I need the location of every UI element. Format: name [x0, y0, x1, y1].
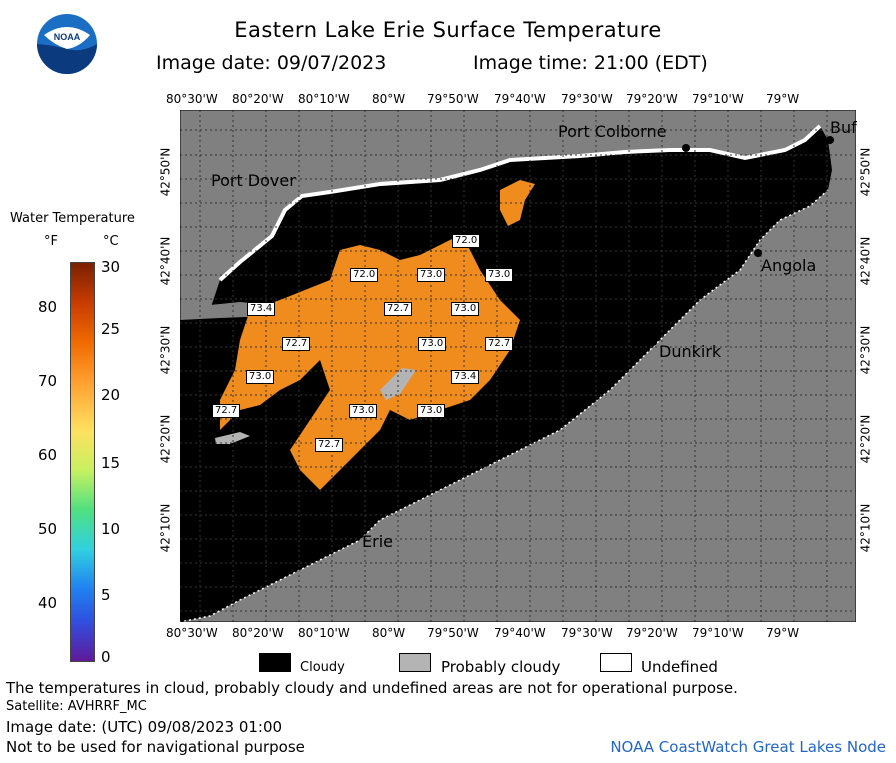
satellite-info: Satellite: AVHRRF_MC [6, 699, 147, 714]
c-tick: 25 [101, 320, 121, 338]
lat-tick-right: 42°20'N [858, 414, 873, 464]
temp-label: 73.4 [451, 370, 480, 384]
c-tick: 15 [101, 454, 121, 472]
lon-tick-bottom: 79°20'W [626, 626, 678, 640]
key-label-cloudy: Cloudy [300, 660, 345, 675]
place-buffalo: Buf [830, 118, 857, 137]
lat-tick-left: 42°50'N [158, 147, 173, 197]
lon-tick-top: 79°40'W [494, 92, 546, 106]
city-dot-angola [754, 249, 762, 257]
place-erie: Erie [362, 532, 393, 551]
legend-unit-c: °C [103, 234, 119, 249]
lon-tick-bottom: 79°10'W [692, 626, 744, 640]
temp-label: 72.7 [282, 337, 311, 351]
lon-tick-bottom: 79°30'W [561, 626, 613, 640]
image-date: Image date: 09/07/2023 [156, 52, 387, 74]
probably-cloudy-patch [380, 368, 416, 400]
f-tick: 60 [38, 446, 58, 464]
south-shore-dotted [180, 189, 829, 622]
temp-label: 72.7 [315, 438, 344, 452]
key-label-probably-cloudy: Probably cloudy [441, 658, 561, 676]
lon-tick-top: 79°W [766, 92, 800, 106]
temp-label: 72.7 [212, 404, 241, 418]
city-dot-erie [354, 526, 362, 534]
page-title: Eastern Lake Erie Surface Temperature [234, 18, 662, 42]
map-grid [180, 110, 856, 622]
lon-tick-top: 80°20'W [232, 92, 284, 106]
colorbar [70, 262, 95, 662]
lon-tick-bottom: 80°30'W [166, 626, 218, 640]
legend-title: Water Temperature [10, 211, 135, 226]
key-swatch-cloudy [259, 653, 291, 672]
city-dot-port-colborne [682, 144, 690, 152]
lon-tick-top: 80°W [372, 92, 406, 106]
key-swatch-probably-cloudy [399, 653, 431, 672]
lon-tick-bottom: 80°W [372, 626, 406, 640]
lon-tick-top: 79°20'W [626, 92, 678, 106]
place-angola: Angola [761, 256, 817, 275]
lon-tick-top: 80°10'W [298, 92, 350, 106]
lon-tick-bottom: 80°10'W [298, 626, 350, 640]
lat-tick-right: 42°50'N [858, 147, 873, 197]
key-swatch-undefined [600, 653, 632, 672]
lon-tick-bottom: 79°40'W [494, 626, 546, 640]
lat-tick-left: 42°10'N [158, 503, 173, 553]
lon-tick-top: 79°10'W [692, 92, 744, 106]
place-port-dover: Port Dover [211, 171, 296, 190]
lat-tick-right: 42°40'N [858, 236, 873, 286]
f-tick: 70 [38, 372, 58, 390]
f-tick: 50 [38, 520, 58, 538]
utc-date: Image date: (UTC) 09/08/2023 01:00 [6, 718, 283, 736]
c-tick: 10 [101, 520, 121, 538]
lon-tick-top: 80°30'W [166, 92, 218, 106]
temp-label: 73.0 [349, 404, 378, 418]
temp-label: 73.0 [451, 302, 480, 316]
nav-warning: Not to be used for navigational purpose [6, 738, 305, 756]
lon-tick-bottom: 79°W [766, 626, 800, 640]
image-time: Image time: 21:00 (EDT) [473, 52, 708, 74]
temp-label: 73.4 [247, 302, 276, 316]
c-tick: 20 [101, 386, 121, 404]
f-tick: 40 [38, 594, 58, 612]
city-dot-dunkirk [649, 338, 657, 346]
temp-label: 72.7 [384, 302, 413, 316]
temp-label: 73.0 [418, 337, 447, 351]
logo-text: NOAA [54, 32, 81, 42]
probably-cloudy-patch-west [215, 432, 250, 444]
lat-tick-right: 42°30'N [858, 325, 873, 375]
disclaimer: The temperatures in cloud, probably clou… [6, 679, 738, 697]
lat-tick-right: 42°10'N [858, 503, 873, 553]
lat-tick-left: 42°30'N [158, 325, 173, 375]
place-port-colborne: Port Colborne [558, 122, 667, 141]
key-label-undefined: Undefined [641, 658, 718, 676]
temp-label: 72.7 [485, 337, 514, 351]
lon-tick-bottom: 80°20'W [232, 626, 284, 640]
lat-tick-left: 42°20'N [158, 414, 173, 464]
noaa-logo: NOAA [36, 13, 98, 75]
lon-tick-bottom: 79°50'W [427, 626, 479, 640]
warm-water-patch-north [500, 180, 535, 226]
c-tick: 30 [101, 258, 121, 276]
city-dot-buffalo [826, 136, 834, 144]
c-tick: 5 [101, 586, 111, 604]
legend-unit-f: °F [44, 234, 58, 249]
map-panel: Port Colborne Port Dover Angola Dunkirk … [180, 110, 857, 622]
shore-undefined-fringe [218, 124, 822, 282]
lon-tick-top: 79°30'W [561, 92, 613, 106]
temp-label: 73.0 [246, 370, 275, 384]
lat-tick-left: 42°40'N [158, 236, 173, 286]
temp-label: 73.0 [485, 268, 514, 282]
credit-line: NOAA CoastWatch Great Lakes Node [610, 738, 886, 756]
temp-label: 73.0 [417, 404, 446, 418]
f-tick: 80 [38, 298, 58, 316]
temp-label: 73.0 [417, 268, 446, 282]
temp-label: 72.0 [452, 234, 481, 248]
c-tick: 0 [101, 648, 111, 666]
temp-label: 72.0 [350, 268, 379, 282]
place-dunkirk: Dunkirk [659, 342, 722, 361]
lon-tick-top: 79°50'W [427, 92, 479, 106]
